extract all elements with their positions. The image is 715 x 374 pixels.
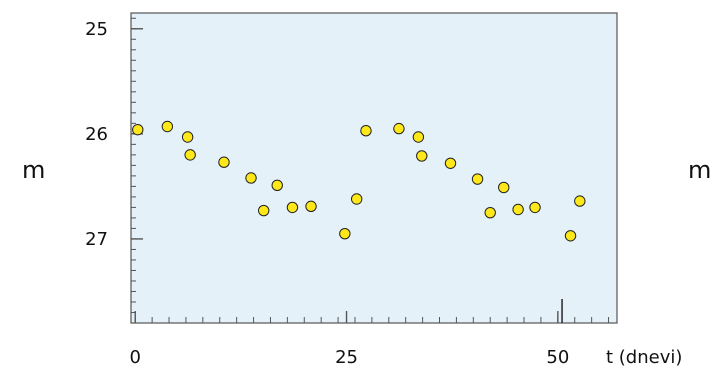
data-point — [393, 122, 405, 135]
data-point — [218, 156, 230, 168]
y-tick-label: 27 — [85, 229, 108, 250]
data-point — [305, 200, 317, 213]
data-point — [350, 193, 363, 205]
axis-labels: m m t (dnevi) — [22, 156, 711, 368]
data-point — [181, 131, 194, 143]
data-point — [161, 120, 174, 133]
right-y-axis-label: m — [688, 156, 711, 184]
x-axis-label: t (dnevi) — [606, 347, 682, 368]
data-point — [416, 150, 428, 162]
x-tick-label: 25 — [335, 347, 358, 368]
data-point — [286, 201, 299, 214]
data-point — [529, 201, 541, 214]
data-point — [132, 123, 144, 136]
data-point — [360, 124, 372, 137]
data-point — [257, 204, 270, 217]
data-point — [564, 230, 577, 242]
data-point — [339, 227, 351, 240]
data-point — [484, 206, 496, 219]
data-point — [498, 181, 510, 194]
data-points — [132, 120, 586, 242]
data-point — [245, 172, 257, 184]
y-tick-label: 25 — [85, 19, 108, 40]
data-point — [471, 173, 484, 185]
data-point — [444, 157, 457, 169]
data-point — [574, 195, 586, 207]
data-point — [184, 149, 196, 161]
axis-ticks: 0 25 50 25 26 27 — [85, 17, 610, 368]
data-point — [512, 203, 524, 216]
data-point — [271, 179, 283, 192]
y-axis-label: m — [22, 156, 45, 184]
plot-area — [130, 12, 618, 324]
x-tick-label: 50 — [546, 347, 569, 368]
x-tick-label: 0 — [129, 347, 140, 368]
data-point — [412, 131, 425, 143]
y-tick-label: 26 — [85, 124, 108, 145]
